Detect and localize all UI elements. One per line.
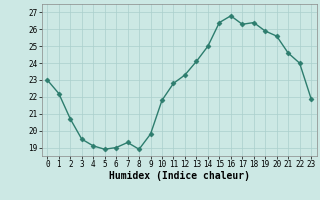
X-axis label: Humidex (Indice chaleur): Humidex (Indice chaleur) [109, 171, 250, 181]
